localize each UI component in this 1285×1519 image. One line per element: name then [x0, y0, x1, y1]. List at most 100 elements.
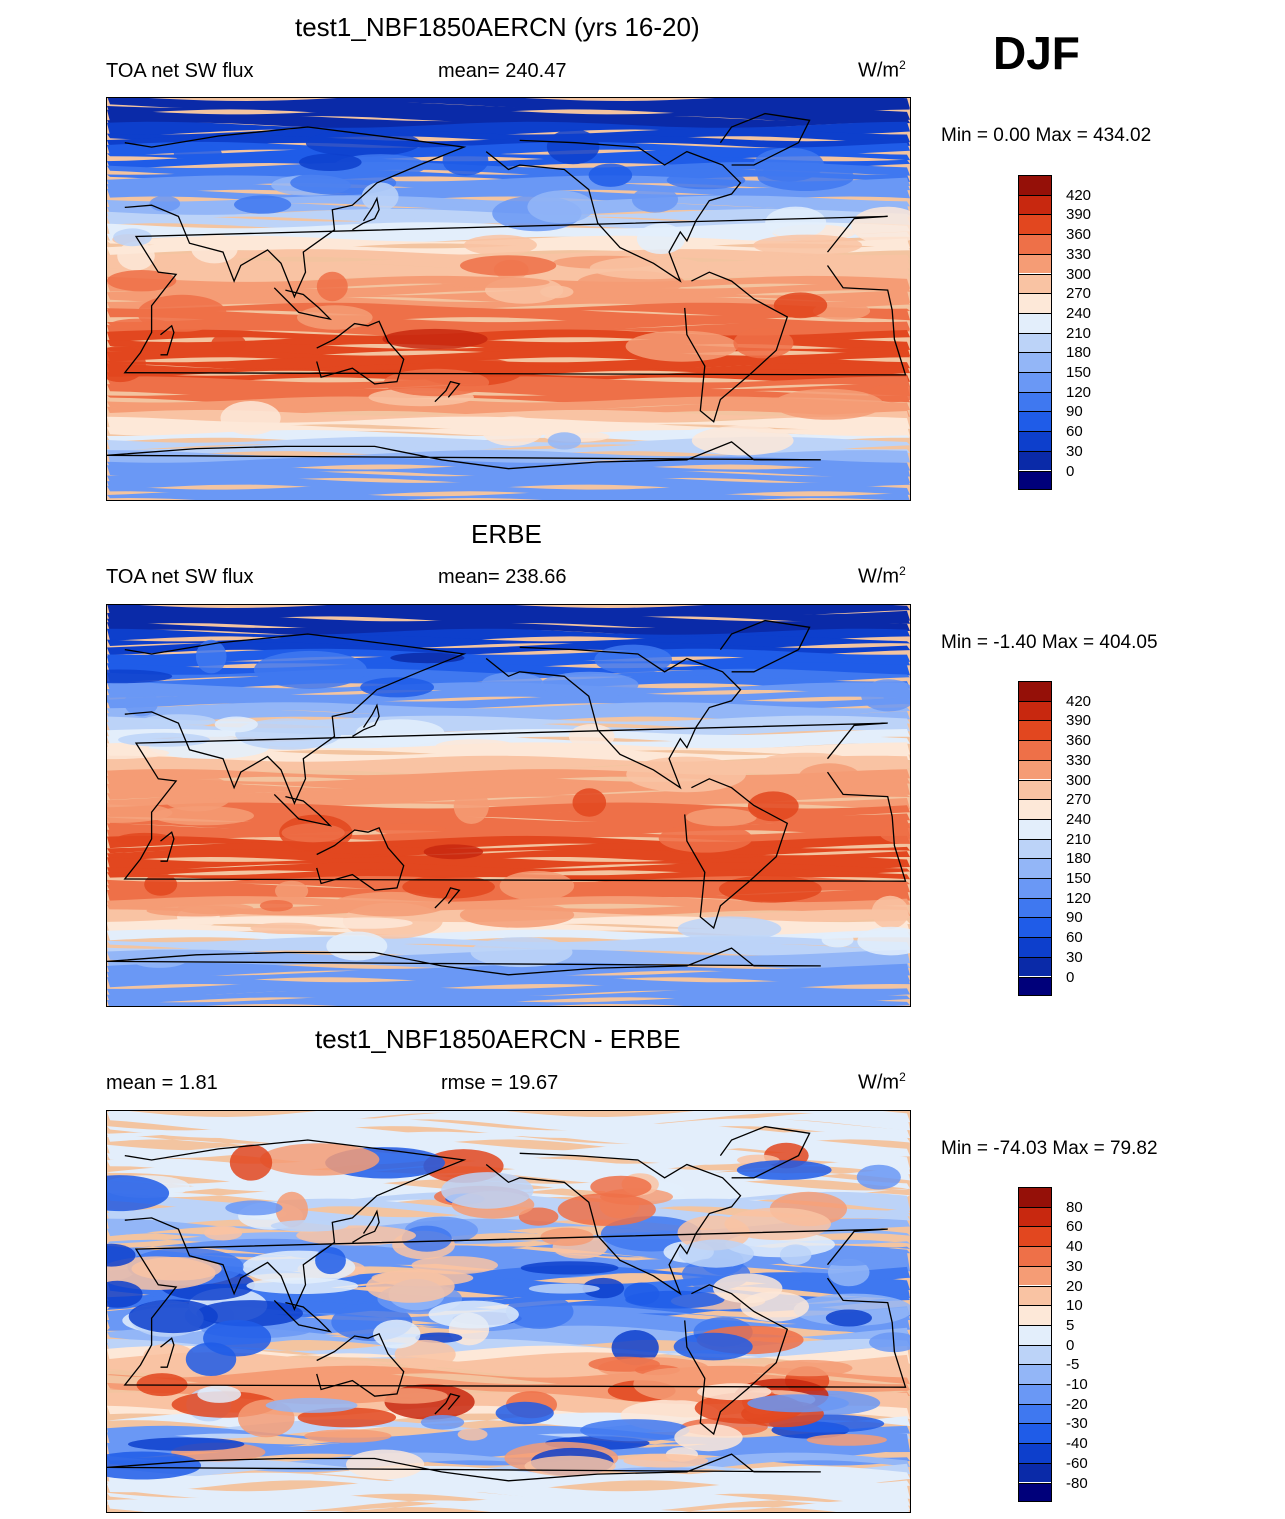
field-blob — [315, 1247, 346, 1275]
field-blob — [149, 195, 181, 212]
panel3-minmax: Min = -74.03 Max = 79.82 — [941, 1138, 1158, 1159]
field-blob — [355, 719, 445, 747]
field-blob — [540, 671, 639, 698]
coastline — [273, 793, 333, 827]
field-blob — [107, 746, 170, 760]
colorbar-label: 270 — [1066, 285, 1092, 303]
field-blob — [195, 639, 227, 674]
field-blob — [185, 782, 257, 799]
field-blob — [204, 1225, 243, 1241]
colorbar-swatch — [1018, 779, 1052, 800]
field-blob — [281, 823, 345, 843]
colorbar-label: -40 — [1066, 1435, 1088, 1453]
coastline — [123, 722, 907, 882]
colorbar-swatch — [1018, 1403, 1052, 1424]
coastline — [719, 1125, 811, 1179]
panel2-field — [107, 605, 910, 1006]
field-blob — [250, 922, 321, 934]
colorbar-swatch — [1018, 352, 1052, 372]
panel1-field — [107, 98, 910, 500]
colorbar-label: 270 — [1066, 791, 1092, 809]
coastline — [684, 778, 789, 930]
colorbar-label: 20 — [1066, 1277, 1083, 1295]
colorbar-swatch — [1018, 818, 1052, 839]
colorbar-label: 180 — [1066, 344, 1092, 362]
colorbar-swatch — [1018, 1187, 1052, 1207]
colorbar-label: 30 — [1066, 442, 1083, 460]
field-blob — [658, 823, 753, 853]
season-label: DJF — [993, 27, 1080, 79]
field-blob — [128, 1437, 245, 1451]
field-blob — [143, 1343, 195, 1368]
colorbar-label: 0 — [1066, 1336, 1075, 1354]
field-blob — [394, 1339, 456, 1369]
colorbar-swatch — [1018, 759, 1052, 780]
field-blob — [107, 1243, 136, 1267]
colorbar-label: 90 — [1066, 909, 1083, 927]
panel2-variable-label: TOA net SW flux — [106, 566, 254, 588]
field-blob — [626, 756, 746, 793]
coastline — [124, 1139, 467, 1311]
field-blob — [588, 1356, 660, 1372]
coastline — [434, 887, 461, 909]
field-blob — [527, 190, 595, 224]
panel1-units: W/m2 — [858, 58, 906, 82]
colorbar-swatch — [1018, 431, 1052, 451]
colorbar-swatch — [1018, 1423, 1052, 1444]
colorbar-label: 120 — [1066, 383, 1092, 401]
field-blob — [141, 714, 216, 728]
panel3-mean-label: mean = 1.81 — [106, 1072, 218, 1094]
field-blob — [733, 327, 794, 359]
coastline — [434, 380, 461, 403]
field-blob — [259, 900, 293, 912]
field-blob — [460, 255, 557, 276]
field-blob — [234, 195, 292, 214]
field-blob — [861, 679, 910, 712]
field-blob — [625, 330, 738, 362]
colorbar-swatch — [1018, 214, 1052, 235]
field-blob — [812, 1250, 884, 1266]
field-blob — [798, 763, 861, 791]
panel2-mean-label: mean= 238.66 — [438, 566, 567, 588]
colorbar-label: 0 — [1066, 968, 1075, 986]
field-blob — [825, 1309, 873, 1327]
field-blob — [316, 271, 348, 302]
field-blob — [666, 171, 746, 190]
coastline — [434, 1393, 461, 1415]
field-blob — [371, 1388, 448, 1404]
colorbar-swatch — [1018, 799, 1052, 819]
colorbar-swatch — [1018, 1226, 1052, 1247]
colorbar-swatch — [1018, 332, 1052, 353]
colorbar-swatch — [1018, 194, 1052, 215]
panel1-mean-label: mean= 240.47 — [438, 60, 567, 82]
colorbar-swatch — [1018, 372, 1052, 392]
field-blob — [259, 1143, 380, 1176]
colorbar-swatch — [1018, 838, 1052, 859]
panel3-units: W/m2 — [858, 1070, 906, 1094]
colorbar-swatch — [1018, 1384, 1052, 1404]
colorbar-label: 60 — [1066, 1218, 1083, 1236]
field-blob — [318, 917, 413, 929]
field-blob — [470, 937, 573, 968]
field-blob — [520, 1261, 619, 1275]
colorbar-swatch — [1018, 1324, 1052, 1345]
field-blob — [203, 1319, 272, 1357]
field-blob — [677, 916, 782, 942]
colorbar-label: 0 — [1066, 462, 1075, 480]
field-blob — [220, 401, 281, 435]
panel3-title: test1_NBF1850AERCN - ERBE — [315, 1024, 681, 1054]
field-blob — [495, 1401, 554, 1425]
colorbar-swatch — [1018, 1364, 1052, 1384]
colorbar-swatch — [1018, 312, 1052, 333]
field-blob — [631, 186, 679, 213]
colorbar-swatch — [1018, 1265, 1052, 1286]
field-blob — [779, 1244, 812, 1265]
field-blob — [685, 808, 757, 827]
panel2-minmax: Min = -1.40 Max = 404.05 — [941, 632, 1158, 653]
colorbar-label: -80 — [1066, 1474, 1088, 1492]
panel1-minmax: Min = 0.00 Max = 434.02 — [941, 125, 1152, 146]
colorbar-label: 420 — [1066, 186, 1092, 204]
colorbar-label: 10 — [1066, 1297, 1083, 1315]
field-blob — [589, 256, 708, 280]
field-blob — [235, 718, 342, 750]
